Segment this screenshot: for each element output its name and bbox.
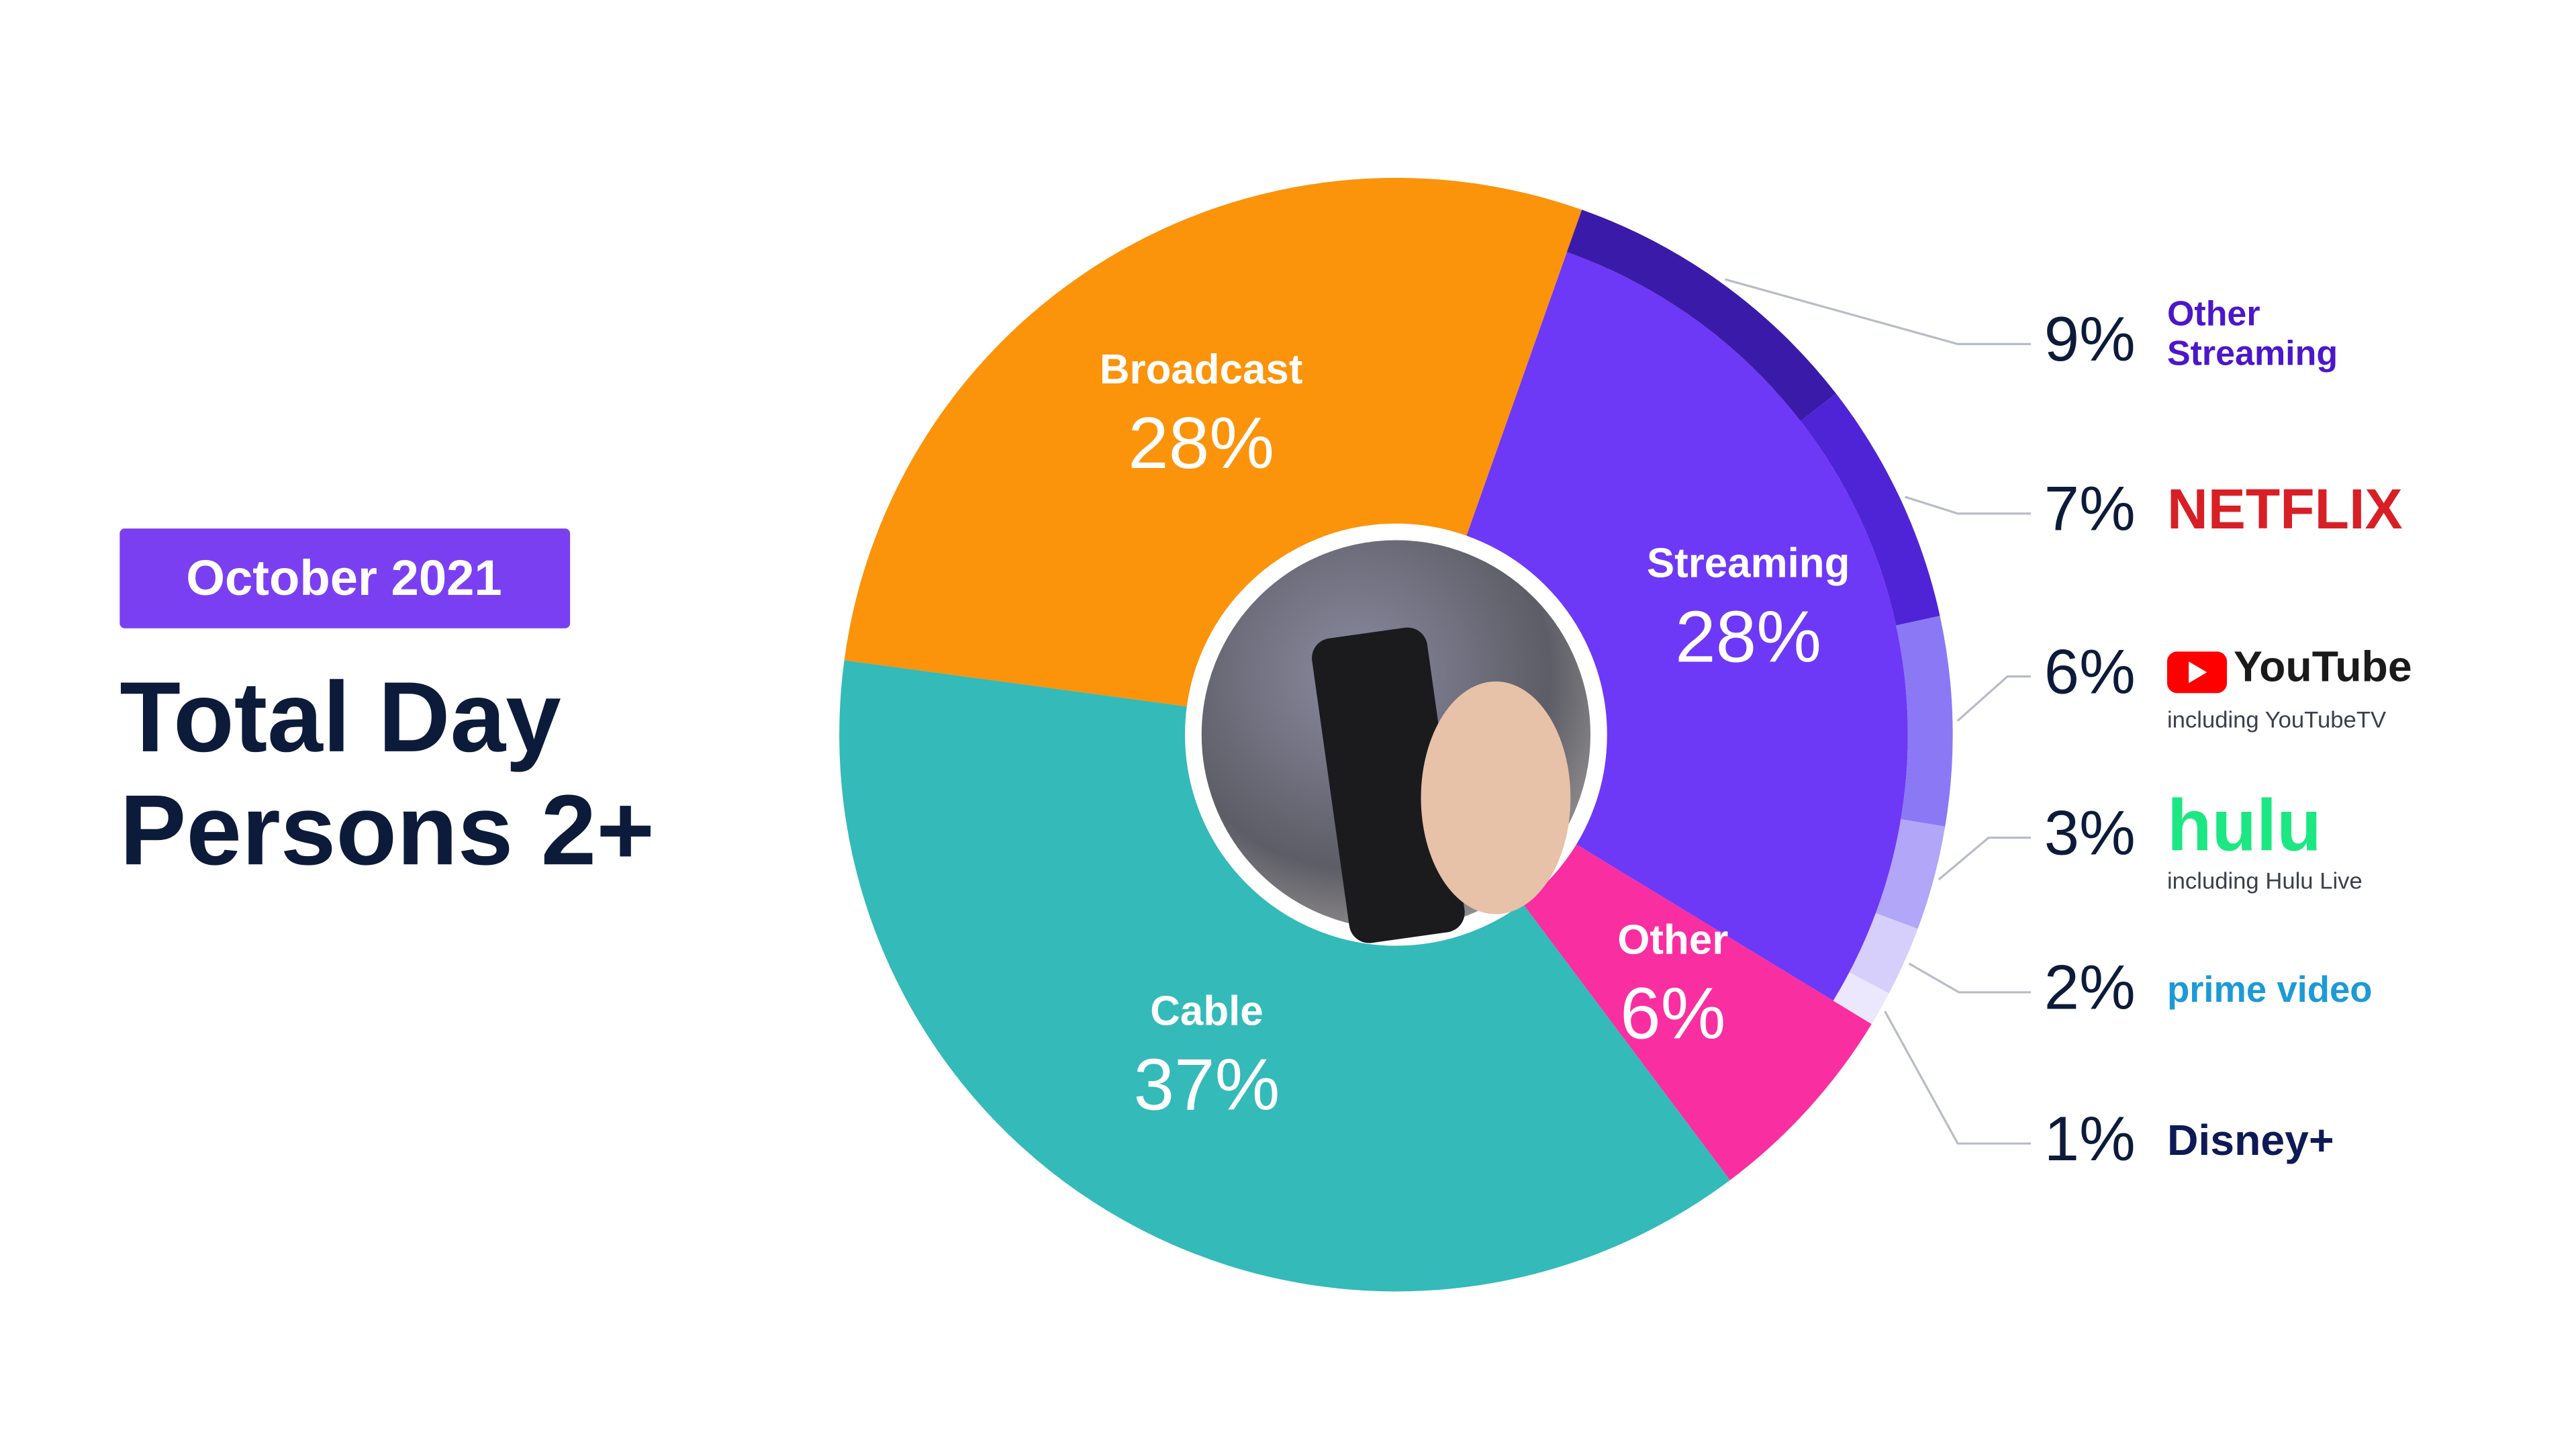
leader-line xyxy=(1904,496,2031,515)
leader-line xyxy=(1908,962,2031,994)
legend-value: 7% xyxy=(2044,473,2136,544)
slice-value: 6% xyxy=(1620,973,1725,1055)
slice-label: Cable xyxy=(1150,988,1263,1034)
legend-name: Disney+ xyxy=(2167,1116,2334,1164)
legend-value: 6% xyxy=(2044,636,2136,706)
slice-value: 37% xyxy=(1133,1044,1280,1126)
pie-slice xyxy=(1396,252,1908,1001)
badge: October 2021 xyxy=(186,550,502,606)
legend-value: 9% xyxy=(2044,303,2136,374)
slice-label: Other xyxy=(1617,917,1728,963)
youtube-icon xyxy=(2166,651,2228,694)
title-line: Total Day xyxy=(120,662,561,773)
leader-line xyxy=(1725,278,2031,346)
slice-label: Streaming xyxy=(1647,540,1850,586)
streaming-slice xyxy=(1566,209,1836,422)
streaming-slice xyxy=(1896,616,1953,827)
leader-line xyxy=(1938,836,2031,881)
legend-name: prime video xyxy=(2167,969,2373,1010)
legend-name: NETFLIX xyxy=(2167,477,2403,541)
pie-slice xyxy=(839,660,1730,1292)
photo xyxy=(1185,523,1607,946)
streaming-slice xyxy=(1849,912,1918,994)
legend-value: 2% xyxy=(2044,952,2136,1023)
slice-value: 28% xyxy=(1128,402,1274,484)
slice-value: 28% xyxy=(1675,596,1821,678)
leader-line xyxy=(1884,1011,2031,1145)
legend-name: YouTube xyxy=(2234,643,2412,691)
slice-label: Broadcast xyxy=(1100,346,1303,393)
badge-bg xyxy=(120,528,571,628)
legend-name: hulu xyxy=(2167,784,2322,866)
streaming-slice xyxy=(1801,393,1940,626)
legend-value: 1% xyxy=(2044,1103,2136,1174)
streaming-slice xyxy=(1833,972,1889,1025)
streaming-slice xyxy=(1875,818,1946,929)
pie xyxy=(839,177,1953,1292)
title-line: Persons 2+ xyxy=(120,775,655,886)
legend-caption: including Hulu Live xyxy=(2167,869,2363,894)
legend-caption: including YouTubeTV xyxy=(2167,707,2386,733)
leader-line xyxy=(1956,675,2031,722)
legend-value: 3% xyxy=(2044,797,2136,868)
legend-name: Other Streaming xyxy=(2167,294,2338,373)
